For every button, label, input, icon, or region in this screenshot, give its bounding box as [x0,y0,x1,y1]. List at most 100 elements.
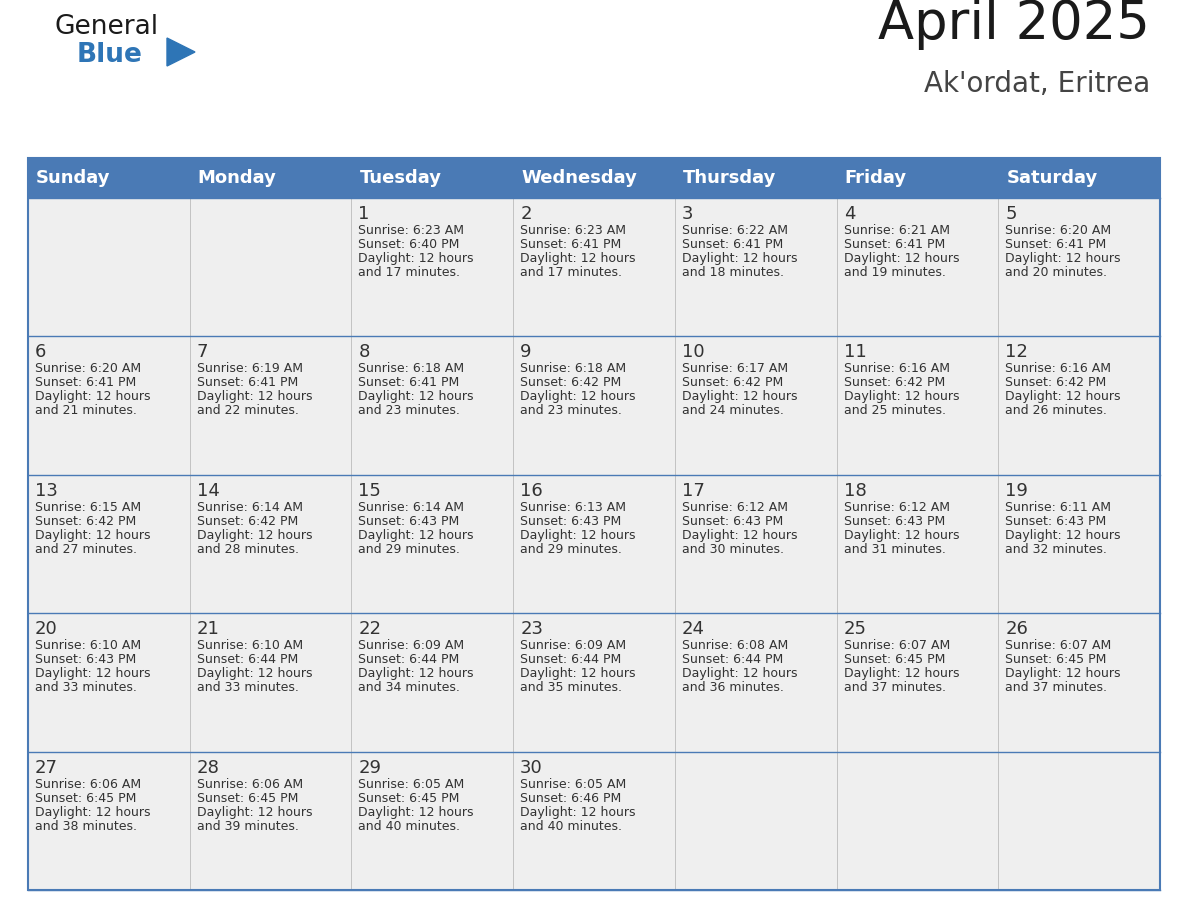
Text: 6: 6 [34,343,46,362]
Text: Sunset: 6:42 PM: Sunset: 6:42 PM [520,376,621,389]
Text: Daylight: 12 hours: Daylight: 12 hours [843,390,959,403]
Text: Sunset: 6:42 PM: Sunset: 6:42 PM [843,376,944,389]
Text: and 27 minutes.: and 27 minutes. [34,543,137,555]
Text: and 32 minutes.: and 32 minutes. [1005,543,1107,555]
Text: Friday: Friday [845,169,906,187]
Text: Daylight: 12 hours: Daylight: 12 hours [359,390,474,403]
Text: Sunset: 6:43 PM: Sunset: 6:43 PM [520,515,621,528]
Text: Daylight: 12 hours: Daylight: 12 hours [520,806,636,819]
Text: Sunrise: 6:13 AM: Sunrise: 6:13 AM [520,501,626,514]
Text: Daylight: 12 hours: Daylight: 12 hours [197,529,312,542]
Text: 13: 13 [34,482,58,499]
Text: and 39 minutes.: and 39 minutes. [197,820,298,833]
Text: Sunrise: 6:11 AM: Sunrise: 6:11 AM [1005,501,1111,514]
Text: 20: 20 [34,621,58,638]
Text: Sunset: 6:42 PM: Sunset: 6:42 PM [197,515,298,528]
Text: Sunset: 6:41 PM: Sunset: 6:41 PM [520,238,621,251]
Text: 5: 5 [1005,205,1017,223]
Text: Sunrise: 6:16 AM: Sunrise: 6:16 AM [1005,363,1111,375]
Text: 4: 4 [843,205,855,223]
Text: General: General [55,14,159,40]
Text: Sunset: 6:44 PM: Sunset: 6:44 PM [520,654,621,666]
Text: 18: 18 [843,482,866,499]
Text: 27: 27 [34,758,58,777]
Text: Daylight: 12 hours: Daylight: 12 hours [34,806,151,819]
Text: 21: 21 [197,621,220,638]
Text: and 30 minutes.: and 30 minutes. [682,543,784,555]
Bar [29,752,1159,890]
Text: 16: 16 [520,482,543,499]
Text: Sunset: 6:42 PM: Sunset: 6:42 PM [34,515,137,528]
Text: Daylight: 12 hours: Daylight: 12 hours [520,390,636,403]
Polygon shape [168,38,195,66]
Text: Tuesday: Tuesday [360,169,442,187]
Text: Sunrise: 6:10 AM: Sunrise: 6:10 AM [197,639,303,652]
Text: Sunset: 6:43 PM: Sunset: 6:43 PM [34,654,137,666]
Text: and 40 minutes.: and 40 minutes. [359,820,461,833]
Text: Sunday: Sunday [36,169,110,187]
Text: Blue: Blue [77,42,143,68]
Text: 24: 24 [682,621,704,638]
Text: Sunset: 6:44 PM: Sunset: 6:44 PM [359,654,460,666]
Text: Sunrise: 6:22 AM: Sunrise: 6:22 AM [682,224,788,237]
Text: Sunrise: 6:23 AM: Sunrise: 6:23 AM [359,224,465,237]
Text: Daylight: 12 hours: Daylight: 12 hours [1005,252,1120,265]
Text: Daylight: 12 hours: Daylight: 12 hours [197,390,312,403]
Text: 15: 15 [359,482,381,499]
Text: Sunrise: 6:12 AM: Sunrise: 6:12 AM [682,501,788,514]
Text: Sunrise: 6:15 AM: Sunrise: 6:15 AM [34,501,141,514]
Text: 23: 23 [520,621,543,638]
Text: 3: 3 [682,205,694,223]
Text: Daylight: 12 hours: Daylight: 12 hours [34,390,151,403]
Text: Thursday: Thursday [683,169,776,187]
Text: and 24 minutes.: and 24 minutes. [682,405,784,418]
Text: and 33 minutes.: and 33 minutes. [197,681,298,694]
Text: and 23 minutes.: and 23 minutes. [520,405,623,418]
Text: Sunset: 6:45 PM: Sunset: 6:45 PM [34,791,137,804]
Text: 11: 11 [843,343,866,362]
Text: Sunset: 6:43 PM: Sunset: 6:43 PM [682,515,783,528]
Text: Daylight: 12 hours: Daylight: 12 hours [359,667,474,680]
Text: Sunset: 6:41 PM: Sunset: 6:41 PM [359,376,460,389]
Text: Sunset: 6:43 PM: Sunset: 6:43 PM [359,515,460,528]
Text: 14: 14 [197,482,220,499]
Text: 1: 1 [359,205,369,223]
Bar [29,475,1159,613]
Text: Sunset: 6:41 PM: Sunset: 6:41 PM [197,376,298,389]
Text: and 31 minutes.: and 31 minutes. [843,543,946,555]
Text: Sunrise: 6:14 AM: Sunrise: 6:14 AM [197,501,303,514]
Text: and 18 minutes.: and 18 minutes. [682,266,784,279]
Text: Sunrise: 6:23 AM: Sunrise: 6:23 AM [520,224,626,237]
Text: Sunrise: 6:20 AM: Sunrise: 6:20 AM [1005,224,1112,237]
Text: 9: 9 [520,343,532,362]
Text: Daylight: 12 hours: Daylight: 12 hours [843,529,959,542]
Text: Daylight: 12 hours: Daylight: 12 hours [359,806,474,819]
Text: and 23 minutes.: and 23 minutes. [359,405,460,418]
Text: 28: 28 [197,758,220,777]
Text: and 35 minutes.: and 35 minutes. [520,681,623,694]
Text: Saturday: Saturday [1006,169,1098,187]
Text: Sunset: 6:43 PM: Sunset: 6:43 PM [843,515,944,528]
Text: Sunset: 6:45 PM: Sunset: 6:45 PM [1005,654,1107,666]
Text: 8: 8 [359,343,369,362]
Text: Daylight: 12 hours: Daylight: 12 hours [682,252,797,265]
Text: and 28 minutes.: and 28 minutes. [197,543,298,555]
Text: Sunrise: 6:07 AM: Sunrise: 6:07 AM [843,639,950,652]
Bar [29,158,1159,890]
Text: Sunset: 6:42 PM: Sunset: 6:42 PM [682,376,783,389]
Text: Sunrise: 6:21 AM: Sunrise: 6:21 AM [843,224,949,237]
Text: Sunrise: 6:14 AM: Sunrise: 6:14 AM [359,501,465,514]
Text: Sunrise: 6:08 AM: Sunrise: 6:08 AM [682,639,788,652]
Text: and 22 minutes.: and 22 minutes. [197,405,298,418]
Text: Sunset: 6:43 PM: Sunset: 6:43 PM [1005,515,1106,528]
Text: Daylight: 12 hours: Daylight: 12 hours [359,529,474,542]
Text: Sunset: 6:40 PM: Sunset: 6:40 PM [359,238,460,251]
Text: Daylight: 12 hours: Daylight: 12 hours [520,252,636,265]
Text: 30: 30 [520,758,543,777]
Text: and 37 minutes.: and 37 minutes. [843,681,946,694]
Text: Daylight: 12 hours: Daylight: 12 hours [843,252,959,265]
Text: 7: 7 [197,343,208,362]
Text: Daylight: 12 hours: Daylight: 12 hours [34,529,151,542]
Text: Sunrise: 6:09 AM: Sunrise: 6:09 AM [359,639,465,652]
Text: Sunrise: 6:20 AM: Sunrise: 6:20 AM [34,363,141,375]
